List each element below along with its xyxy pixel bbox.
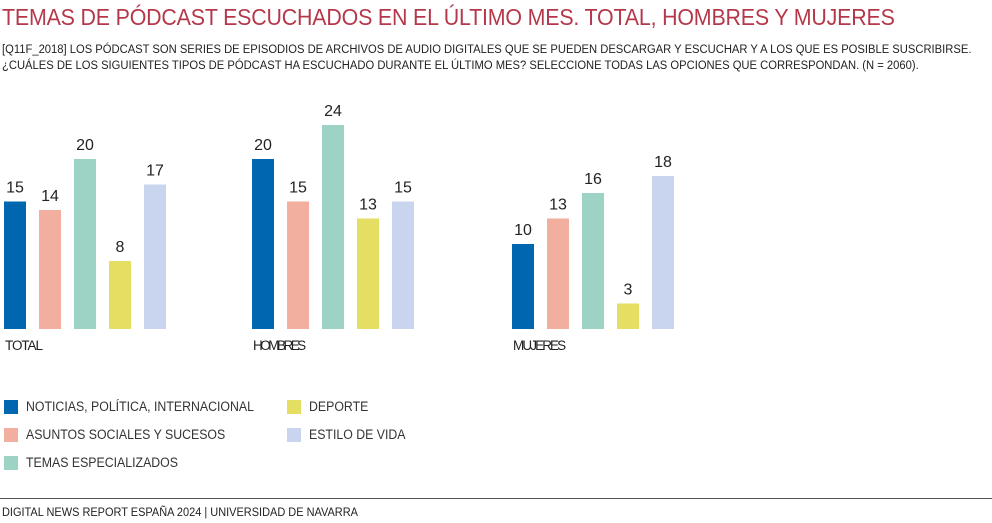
bar-mujeres-2 [582,193,604,329]
data-label: 20 [254,137,272,154]
bar-total-4 [144,184,166,329]
bar-mujeres-3 [617,303,639,329]
legend-swatch-icon [4,399,18,414]
bar-total-0 [4,201,26,329]
data-label: 10 [514,222,532,239]
legend-label: ESTILO DE VIDA [309,427,406,442]
legend-label: TEMAS ESPECIALIZADOS [26,455,178,470]
category-label-mujeres: MUJERES [513,338,566,353]
chart-title: TEMAS DE PÓDCAST ESCUCHADOS EN EL ÚLTIMO… [2,4,895,30]
bar-hombres-2 [322,125,344,329]
legend-item: DEPORTE [287,399,374,414]
bar-chart: 15 14 20 8 17 TOTAL 20 15 24 13 15 HOMBRES 10 13 16 3 18… [4,103,674,353]
data-label: 13 [359,197,377,214]
data-label: 8 [116,239,125,256]
data-label: 3 [624,282,633,299]
chart-subtitle: [Q11F_2018] LOS PÓDCAST SON SERIES DE EP… [2,41,971,73]
data-label: 14 [41,188,59,205]
legend-item: ESTILO DE VIDA [287,427,414,442]
subtitle-line-2: ¿CUÁLES DE LOS SIGUIENTES TIPOS DE PÓDCA… [2,58,919,72]
category-label-total: TOTAL [5,338,43,353]
legend-swatch-icon [4,427,18,442]
data-label: 24 [324,103,342,120]
data-label: 15 [289,180,307,197]
bar-hombres-0 [252,159,274,329]
data-label: 15 [6,180,24,197]
bar-mujeres-0 [512,244,534,329]
subtitle-line-1: [Q11F_2018] LOS PÓDCAST SON SERIES DE EP… [2,42,972,56]
legend-item: ASUNTOS SOCIALES Y SUCESOS [4,427,243,442]
bar-hombres-1 [287,201,309,329]
bar-total-1 [39,210,61,329]
legend-item: NOTICIAS, POLÍTICA, INTERNACIONAL [4,399,274,414]
footer-source: DIGITAL NEWS REPORT ESPAÑA 2024 | UNIVER… [2,505,358,519]
legend-label: NOTICIAS, POLÍTICA, INTERNACIONAL [26,399,254,414]
bar-total-2 [74,159,96,329]
legend-swatch-icon [4,455,18,470]
bar-hombres-4 [392,201,414,329]
data-label: 17 [146,163,164,180]
data-label: 18 [654,154,672,171]
legend-swatch-icon [287,399,301,414]
legend-swatch-icon [287,427,301,442]
bar-hombres-3 [357,218,379,329]
bar-total-3 [109,261,131,329]
legend-label: ASUNTOS SOCIALES Y SUCESOS [26,427,226,442]
data-label: 16 [584,171,602,188]
data-label: 20 [76,137,94,154]
bar-mujeres-4 [652,176,674,329]
category-label-hombres: HOMBRES [253,338,306,353]
data-label: 15 [394,180,412,197]
bar-mujeres-1 [547,218,569,329]
data-label: 13 [549,197,567,214]
footer-divider [0,498,992,499]
legend-label: DEPORTE [309,399,369,414]
legend-item: TEMAS ESPECIALIZADOS [4,455,191,470]
